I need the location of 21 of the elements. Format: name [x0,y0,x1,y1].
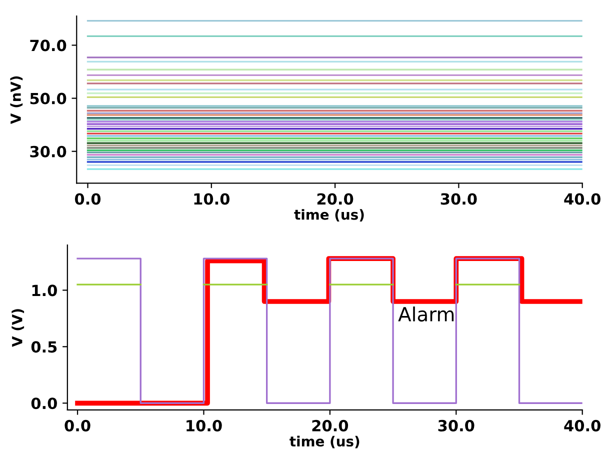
annotation: Alarm [398,306,454,322]
x-tick-label: 40.0 [564,193,600,205]
x-tick-label: 0.0 [64,420,90,432]
x-tick-label: 20.0 [317,193,354,205]
x-axis-title: time (us) [294,209,364,222]
y-axis-title: V (nV) [10,76,23,124]
x-tick-label: 10.0 [186,420,222,432]
x-tick-label: 0.0 [74,193,101,205]
x-axis-title: time (us) [290,436,360,448]
y-tick-label: 0.0 [31,398,57,410]
y-tick-label: 30.0 [30,146,66,158]
y-tick-label: 0.5 [31,341,57,353]
y-tick-label: 50.0 [30,92,66,104]
y-tick-label: 1.0 [32,284,57,296]
y-axis-title: V (V) [12,309,24,347]
x-tick-label: 20.0 [312,420,348,432]
x-tick-label: 10.0 [194,193,230,205]
x-tick-label: 40.0 [564,420,600,432]
x-tick-label: 30.0 [440,193,477,205]
y-tick-label: 70.0 [30,40,66,52]
x-tick-label: 30.0 [438,420,474,432]
